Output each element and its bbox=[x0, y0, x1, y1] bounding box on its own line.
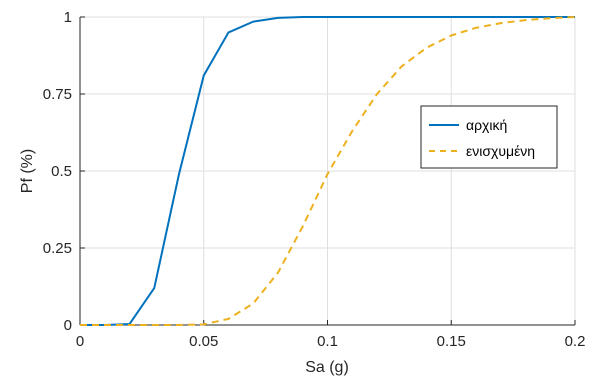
series-lines bbox=[80, 16, 576, 326]
x-tick-label: 0.15 bbox=[437, 333, 466, 350]
y-tick-label: 0.75 bbox=[43, 86, 72, 103]
y-tick-label: 0 bbox=[64, 317, 72, 334]
x-tick-label: 0.05 bbox=[189, 333, 218, 350]
x-tick-label: 0.1 bbox=[317, 333, 338, 350]
x-tick-label: 0.2 bbox=[565, 333, 586, 350]
legend-label-series-1: αρχική bbox=[466, 117, 507, 133]
x-tick-label: 0 bbox=[76, 333, 84, 350]
legend-box bbox=[420, 105, 558, 169]
axes bbox=[79, 16, 576, 326]
series-line-1 bbox=[80, 16, 575, 326]
series-line-2 bbox=[80, 16, 576, 326]
y-tick-label: 1 bbox=[64, 9, 72, 26]
x-tick-labels: 0 0.05 0.1 0.15 0.2 bbox=[76, 333, 586, 350]
x-axis-label: Sa (g) bbox=[305, 359, 349, 376]
legend: αρχική ενισχυμένη bbox=[420, 105, 558, 169]
y-tick-labels: 0 0.25 0.5 0.75 1 bbox=[43, 9, 72, 334]
legend-label-series-2: ενισχυμένη bbox=[466, 143, 535, 159]
y-tick-label: 0.5 bbox=[51, 163, 72, 180]
y-tick-label: 0.25 bbox=[43, 240, 72, 257]
y-axis-label: Pf (%) bbox=[19, 149, 36, 193]
